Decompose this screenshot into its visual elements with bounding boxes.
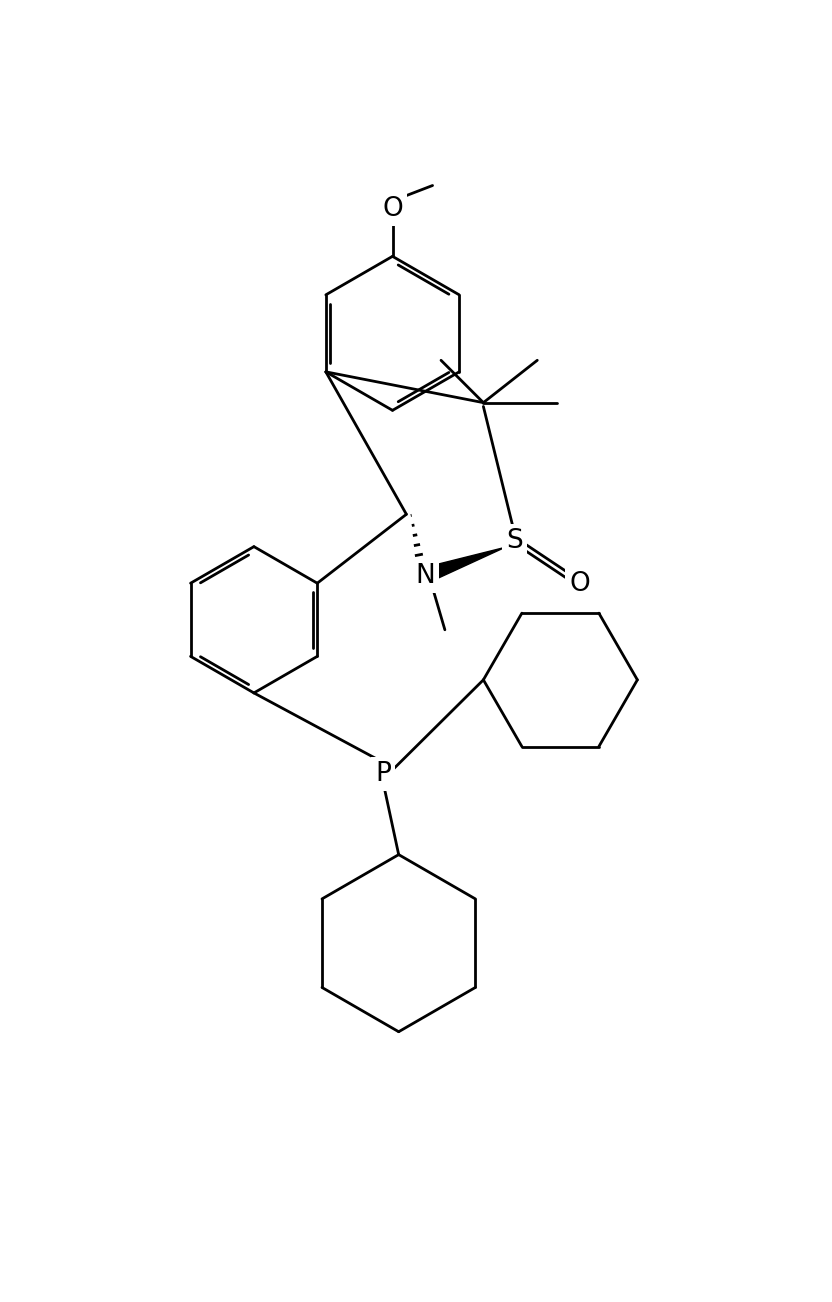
Polygon shape	[433, 547, 505, 578]
Text: O: O	[569, 570, 590, 596]
Text: P: P	[375, 760, 391, 786]
Text: O: O	[382, 195, 403, 221]
Text: S: S	[506, 529, 522, 555]
Text: N: N	[416, 562, 435, 589]
